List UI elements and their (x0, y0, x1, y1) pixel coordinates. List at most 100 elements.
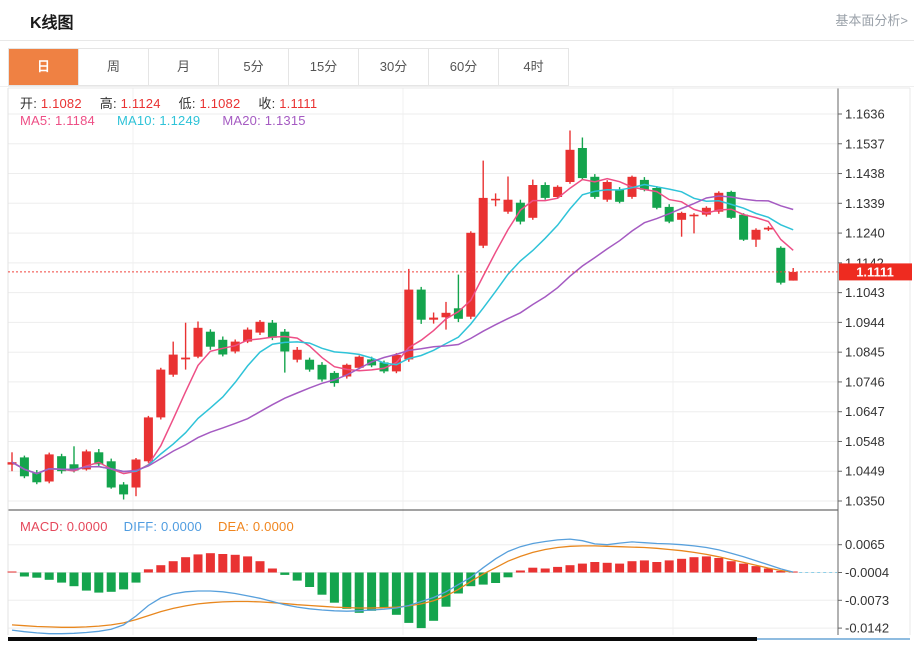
candle-body (143, 417, 153, 462)
tab-周[interactable]: 周 (79, 49, 149, 85)
ohlc-legend: 开: 1.1082 高: 1.1124 低: 1.1082 收: 1.1111 (20, 93, 317, 112)
macd-bar (701, 556, 711, 573)
macd-bar (7, 571, 17, 573)
macd-bar (404, 572, 414, 623)
tab-4时[interactable]: 4时 (499, 49, 569, 85)
macd-bar (627, 561, 637, 573)
candle-body (739, 214, 749, 240)
tab-月[interactable]: 月 (149, 49, 219, 85)
candle-body (168, 354, 178, 375)
candle-body (751, 229, 761, 240)
candle-body (81, 451, 91, 470)
price-axis: 1.16361.15371.14381.13391.12401.11421.10… (838, 107, 889, 636)
ohlc-item: 开: 1.1082 (20, 96, 82, 111)
macd-bar (143, 569, 153, 573)
macd-bar (292, 572, 302, 581)
candle (528, 179, 538, 220)
page-title: K线图 (30, 15, 74, 32)
macd-bar (714, 558, 724, 573)
candle-body (181, 357, 191, 360)
macd-bar (69, 572, 79, 587)
tab-60分[interactable]: 60分 (429, 49, 499, 85)
candle-body (441, 312, 451, 318)
candle-body (379, 362, 389, 372)
macd-bar (379, 572, 389, 608)
tab-5分[interactable]: 5分 (219, 49, 289, 85)
ma-item: MA5: 1.1184 (20, 113, 95, 128)
candle-body (32, 472, 42, 483)
candle-body (218, 339, 228, 355)
macd-bar (131, 572, 141, 583)
candle-body (317, 364, 327, 380)
range-selected[interactable] (8, 637, 757, 641)
macd-bar (441, 572, 451, 607)
tab-15分[interactable]: 15分 (289, 49, 359, 85)
macd-bar (751, 566, 761, 573)
interval-tab-bar: 日周月 5分 15分 30分 60分 4时 (8, 48, 569, 86)
candle-body (701, 207, 711, 215)
macd-bar (652, 562, 662, 573)
ma-legend: MA5: 1.1184 MA10: 1.1249 MA20: 1.1315 (20, 113, 306, 128)
candle (404, 268, 414, 362)
macd-bar (367, 572, 377, 611)
ohlc-item: 低: 1.1082 (178, 96, 241, 111)
fundamental-analysis-link[interactable]: 基本面分析> (835, 13, 908, 28)
candle-body (119, 484, 129, 495)
range-scrollbar[interactable] (8, 637, 910, 642)
candle-body (515, 202, 525, 222)
price-axis-label: 1.0449 (845, 464, 885, 479)
candle-body (689, 214, 699, 217)
candle (69, 446, 79, 473)
candle (143, 415, 153, 463)
macd-bar (329, 572, 339, 603)
ma-item: MA10: 1.1249 (116, 113, 201, 128)
macd-axis-label: -0.0073 (845, 593, 889, 608)
macd-bar (94, 572, 104, 593)
candle (677, 211, 687, 237)
candle-body (354, 356, 364, 368)
candle-body (714, 192, 724, 212)
macd-bar (763, 568, 773, 573)
candle (701, 206, 711, 217)
candle (106, 458, 116, 489)
candle (305, 357, 315, 372)
candle (168, 341, 178, 377)
candle-body (503, 199, 513, 212)
macd-bar (416, 572, 426, 629)
candle (292, 347, 302, 363)
macd-axis-label: -0.0004 (845, 565, 889, 580)
candle (453, 274, 463, 323)
tab-日[interactable]: 日 (9, 49, 79, 85)
candle (602, 180, 612, 202)
macd-bar (577, 563, 587, 573)
candle (478, 160, 488, 249)
candle-body (292, 349, 302, 360)
candle-body (540, 185, 550, 198)
price-axis-label: 1.1537 (845, 136, 885, 151)
macd-bar (590, 562, 600, 573)
candle (205, 329, 215, 350)
candle-body (156, 369, 166, 418)
candle-body (342, 364, 352, 377)
macd-bar (354, 572, 364, 613)
candle (466, 231, 476, 320)
macd-bar (81, 572, 91, 591)
macd-bar (664, 560, 674, 573)
macd-bar (156, 565, 166, 573)
candle-body (94, 452, 104, 465)
macd-bar (739, 563, 749, 573)
macd-bar (602, 562, 612, 573)
macd-axis-label: -0.0142 (845, 621, 889, 636)
candle (181, 322, 191, 370)
candle (751, 228, 761, 247)
candle (553, 185, 563, 199)
price-axis-label: 1.0845 (845, 345, 885, 360)
candle-body (255, 321, 265, 333)
macd-bar (32, 572, 42, 578)
candle (429, 312, 439, 324)
tab-30分[interactable]: 30分 (359, 49, 429, 85)
candle-body (478, 197, 488, 246)
candle-body (416, 289, 426, 320)
macd-bar (553, 566, 563, 573)
